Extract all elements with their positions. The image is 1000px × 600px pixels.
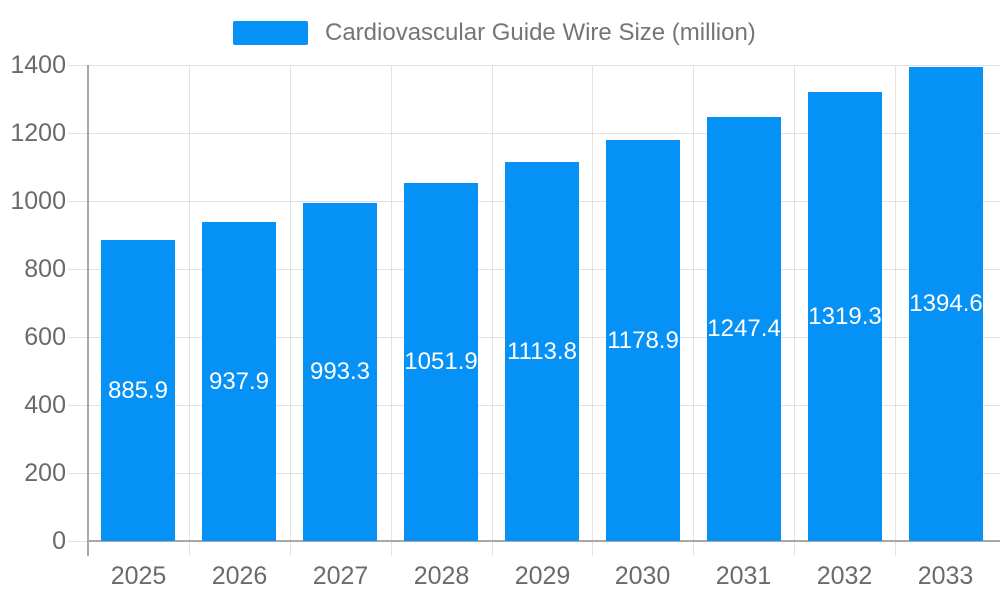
legend-item[interactable]: Cardiovascular Guide Wire Size (million) bbox=[233, 21, 756, 45]
category-gridline bbox=[391, 65, 392, 556]
x-axis-tick-label: 2029 bbox=[514, 562, 571, 590]
bar[interactable] bbox=[303, 203, 377, 541]
x-axis-tick-label: 2033 bbox=[917, 562, 974, 590]
x-axis-tick-label: 2028 bbox=[413, 562, 470, 590]
x-axis-tick-label: 2031 bbox=[715, 562, 772, 590]
x-axis-tick-label: 2027 bbox=[312, 562, 369, 590]
x-axis-tick-label: 2026 bbox=[211, 562, 268, 590]
category-gridline bbox=[895, 65, 896, 556]
bar[interactable] bbox=[707, 117, 781, 541]
category-gridline bbox=[290, 65, 291, 556]
legend-swatch bbox=[233, 21, 308, 45]
y-axis-line bbox=[87, 65, 89, 556]
legend-label: Cardiovascular Guide Wire Size (million) bbox=[325, 19, 756, 46]
y-axis-tick-label: 1200 bbox=[10, 119, 66, 147]
bar[interactable] bbox=[909, 67, 983, 541]
bar[interactable] bbox=[101, 240, 175, 541]
y-axis-tick-label: 400 bbox=[24, 391, 66, 419]
category-gridline bbox=[693, 65, 694, 556]
y-axis-tick-label: 1400 bbox=[10, 51, 66, 79]
y-gridline bbox=[68, 133, 1000, 134]
x-axis-line bbox=[88, 540, 1000, 542]
bar[interactable] bbox=[202, 222, 276, 541]
y-axis-tick-label: 200 bbox=[24, 459, 66, 487]
category-gridline bbox=[492, 65, 493, 556]
y-axis-tick-label: 800 bbox=[24, 255, 66, 283]
bar[interactable] bbox=[404, 183, 478, 541]
y-axis-tick-label: 600 bbox=[24, 323, 66, 351]
x-axis-tick-label: 2030 bbox=[614, 562, 671, 590]
category-gridline bbox=[794, 65, 795, 556]
bar[interactable] bbox=[606, 140, 680, 541]
category-gridline bbox=[592, 65, 593, 556]
category-gridline bbox=[189, 65, 190, 556]
x-axis-tick-label: 2025 bbox=[110, 562, 167, 590]
y-gridline bbox=[68, 65, 1000, 66]
bar[interactable] bbox=[505, 162, 579, 541]
y-axis-tick-label: 0 bbox=[52, 527, 66, 555]
bar[interactable] bbox=[808, 92, 882, 541]
x-axis-tick-label: 2032 bbox=[816, 562, 873, 590]
y-axis-tick-label: 1000 bbox=[10, 187, 66, 215]
